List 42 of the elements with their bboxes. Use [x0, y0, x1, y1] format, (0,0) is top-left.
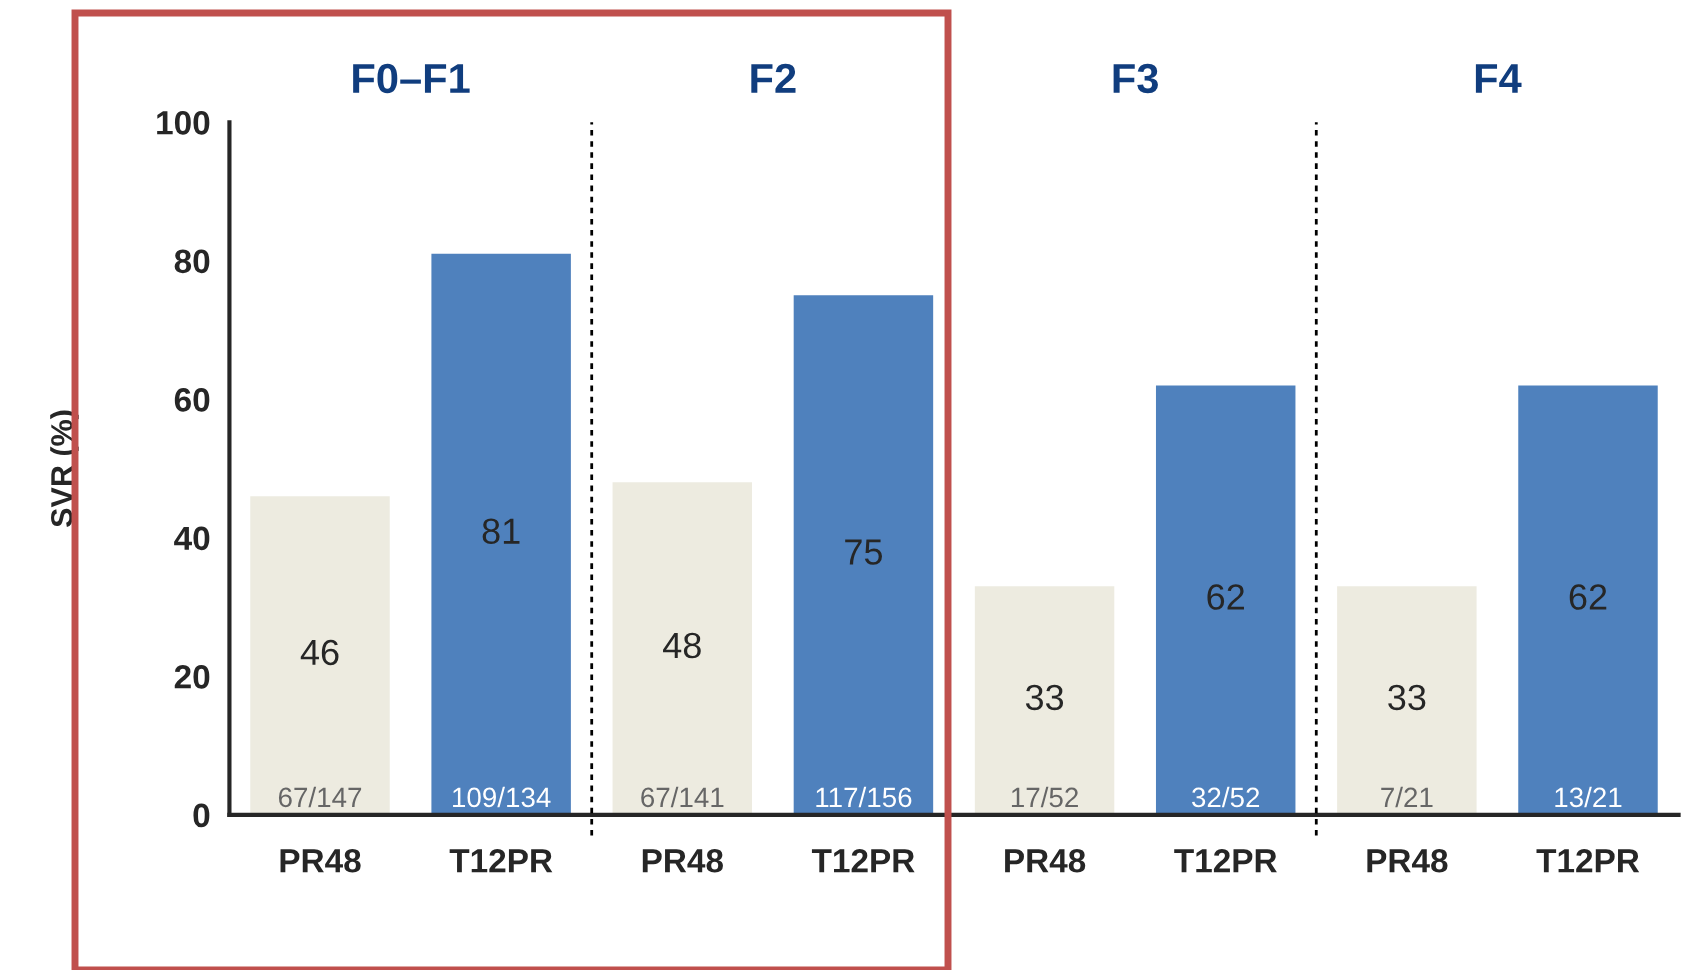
annotation: 17/52: [1011, 786, 1078, 808]
bar: [974, 586, 1115, 815]
text: F4: [1475, 64, 1522, 93]
annotation: 67/141: [641, 786, 724, 808]
data-label: 81: [482, 518, 520, 544]
y-tick-label: 20: [174, 665, 210, 689]
x-tick-label: PR48: [1367, 849, 1448, 873]
x-tick-label: T12PR: [811, 849, 915, 873]
text: F2: [751, 63, 796, 93]
annotation: 109/134: [453, 786, 551, 808]
data-label: 33: [1388, 684, 1426, 711]
bar: [1518, 385, 1658, 815]
bar: [431, 253, 571, 815]
x-tick-label: PR48: [642, 849, 723, 873]
data-label: 62: [1207, 584, 1244, 610]
x-tick-label: T12PR: [1536, 849, 1640, 873]
y-tick-label: 0: [193, 803, 210, 828]
bar: [250, 496, 390, 815]
text: F3: [1113, 63, 1158, 94]
x-tick-label: T12PR: [449, 849, 553, 873]
bar: [612, 482, 753, 815]
bar: [1337, 586, 1477, 815]
annotation: 7/21: [1381, 786, 1433, 808]
annotation: 32/52: [1192, 786, 1260, 808]
y-tick-label: 100: [157, 111, 210, 135]
text: F0–F1: [353, 63, 470, 94]
annotation: 67/147: [278, 786, 362, 808]
x-tick-label: PR48: [1005, 849, 1086, 873]
data-label: 48: [663, 632, 701, 659]
bar: [1155, 385, 1296, 815]
data-label: 75: [845, 539, 882, 565]
data-label: 33: [1025, 684, 1064, 711]
data-label: 62: [1569, 584, 1607, 610]
x-tick-label: PR48: [280, 849, 361, 873]
annotation: 117/156: [816, 786, 912, 808]
bar: [793, 295, 934, 815]
data-label: 46: [300, 639, 339, 666]
y-tick-label: 60: [174, 388, 210, 412]
y-tick-label: 80: [174, 249, 210, 274]
annotation: 13/21: [1555, 786, 1622, 808]
y-tick-label: 40: [174, 526, 210, 551]
x-tick-label: T12PR: [1174, 849, 1277, 873]
